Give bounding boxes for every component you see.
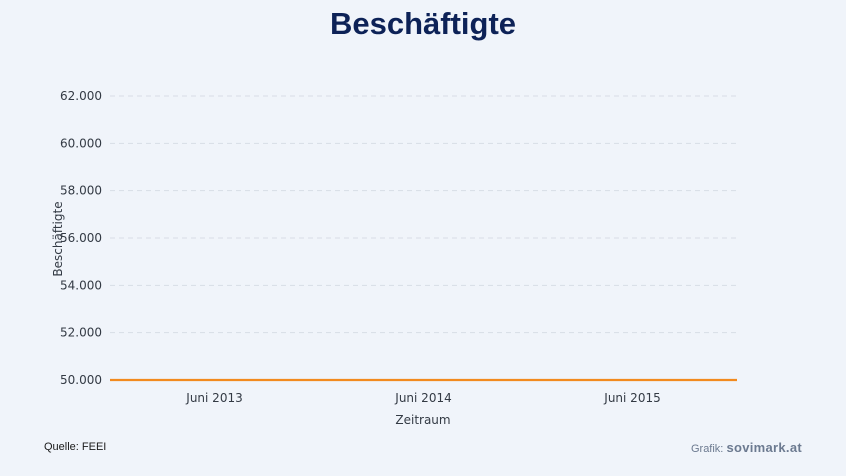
y-tick-label: 50.000 bbox=[60, 373, 102, 387]
y-axis-ticks: 50.000 52.000 54.000 56.000 58.000 60.000 62.0… bbox=[60, 89, 102, 387]
x-axis-ticks: Juni 2013 Juni 2014 Juni 2015 bbox=[185, 391, 660, 405]
y-tick-label: 56.000 bbox=[60, 231, 102, 245]
credit-prefix: Grafik: bbox=[690, 443, 724, 455]
x-tick-label: Juni 2013 bbox=[185, 391, 242, 405]
gridlines bbox=[110, 95, 737, 334]
credit-note: Grafik: sovimark.at bbox=[691, 440, 802, 455]
source-note: Quelle: FEEI bbox=[44, 441, 107, 453]
y-tick-label: 58.000 bbox=[60, 184, 102, 198]
y-tick-label: 54.000 bbox=[60, 278, 102, 292]
y-tick-label: 52.000 bbox=[60, 326, 102, 340]
x-tick-label: Juni 2014 bbox=[394, 391, 451, 405]
x-tick-label: Juni 2015 bbox=[603, 391, 660, 405]
y-axis-title: Beschäftigte bbox=[51, 201, 65, 276]
x-axis-title: Zeitraum bbox=[395, 413, 450, 427]
y-tick-label: 60.000 bbox=[60, 136, 102, 150]
chart-title: Beschäftigte bbox=[329, 6, 517, 41]
credit-brand[interactable]: sovimark.at bbox=[726, 440, 802, 455]
y-tick-label: 62.000 bbox=[60, 89, 102, 103]
